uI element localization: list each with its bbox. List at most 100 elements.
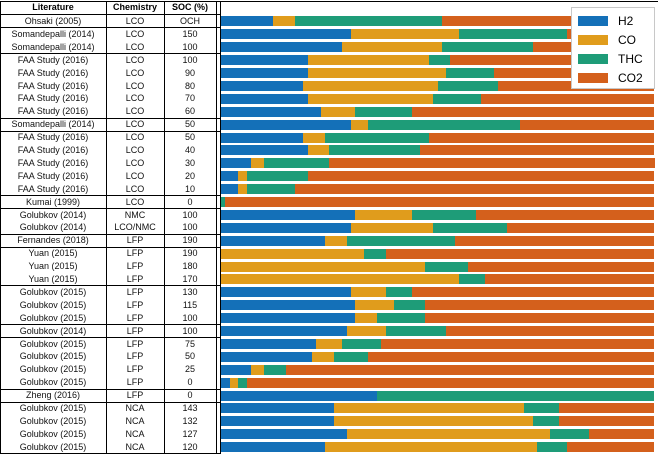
legend-swatch: [578, 35, 608, 45]
cell-literature: Golubkov (2015): [19, 286, 87, 297]
cell-literature: FAA Study (2016): [17, 132, 89, 143]
cell-soc: 120: [182, 441, 198, 452]
cell-soc: 190: [182, 235, 198, 246]
grid-line: [0, 117, 220, 119]
bar-segment-co2: [411, 287, 655, 298]
cell-soc: 127: [182, 428, 198, 439]
cell-chemistry: LCO: [125, 157, 145, 168]
cell-literature: Yuan (2015): [28, 248, 78, 259]
bar-segment-thc: [376, 390, 655, 401]
bar-segment-h2: [221, 68, 309, 79]
bar-segment-co2: [285, 364, 655, 375]
bar-segment-co2: [476, 209, 655, 220]
cell-soc: 130: [182, 286, 198, 297]
bar-segment-co: [346, 429, 551, 440]
bar-segment-co: [350, 222, 434, 233]
cell-soc: 90: [184, 67, 195, 78]
bar-segment-co2: [506, 222, 655, 233]
legend-swatch: [578, 73, 608, 83]
bar-segment-h2: [221, 416, 335, 427]
bar-segment-co: [307, 145, 330, 156]
cell-soc: 0: [187, 377, 193, 388]
cell-chemistry: NCA: [125, 441, 145, 452]
cell-literature: Golubkov (2015): [19, 299, 87, 310]
cell-literature: Golubkov (2015): [19, 312, 87, 323]
bar-segment-thc: [368, 119, 521, 130]
bar-segment-co: [251, 158, 265, 169]
cell-chemistry: LFP: [126, 286, 144, 297]
bar-segment-co2: [424, 313, 655, 324]
cell-chemistry: LFP: [126, 261, 144, 272]
cell-soc: 50: [184, 351, 195, 362]
bar-segment-h2: [221, 209, 356, 220]
cell-soc: 100: [182, 222, 198, 233]
cell-soc: OCH: [180, 16, 200, 26]
grid-line: [0, 388, 220, 390]
bar-segment-thc: [446, 68, 495, 79]
bar-segment-co: [311, 351, 335, 362]
grid-line: [0, 285, 220, 287]
cell-soc: 40: [184, 145, 195, 155]
cell-soc: 170: [182, 274, 198, 284]
cell-soc: 115: [182, 299, 198, 310]
bar-segment-thc: [346, 235, 456, 246]
cell-soc: 60: [184, 106, 195, 117]
bar-segment-thc: [428, 55, 451, 66]
bar-segment-thc: [294, 16, 443, 27]
bar-segment-h2: [221, 442, 326, 453]
cell-literature: Somandepalli (2014): [11, 119, 95, 130]
bar-segment-co2: [558, 416, 655, 427]
grid-line: [0, 130, 220, 132]
cell-soc: 50: [184, 132, 195, 143]
cell-soc: 20: [184, 170, 195, 181]
bar-segment-co2: [480, 93, 655, 104]
bar-segment-co2: [428, 132, 655, 143]
legend-label: THC: [618, 52, 643, 66]
bar-segment-co2: [450, 55, 655, 66]
cell-soc: 30: [184, 157, 195, 168]
bar-segment-co: [324, 442, 538, 453]
bar-segment-thc: [459, 29, 568, 40]
bar-segment-h2: [221, 158, 252, 169]
bar-segment-thc: [424, 261, 469, 272]
cell-chemistry: LFP: [126, 299, 144, 310]
cell-literature: Golubkov (2015): [19, 351, 87, 362]
cell-chemistry: LFP: [126, 325, 144, 336]
bar-segment-h2: [221, 429, 348, 440]
cell-literature: FAA Study (2016): [17, 67, 89, 78]
bar-segment-co2: [246, 377, 655, 388]
legend-label: H2: [618, 14, 634, 28]
cell-chemistry: LCO: [125, 93, 145, 104]
cell-chemistry: LCO/NMC: [114, 222, 156, 233]
bar-segment-h2: [221, 338, 317, 349]
bar-segment-thc: [238, 377, 248, 388]
bar-segment-co: [238, 171, 248, 182]
bar-segment-co2: [368, 351, 655, 362]
bar-segment-thc: [433, 93, 482, 104]
bar-segment-thc: [246, 184, 296, 195]
cell-literature: FAA Study (2016): [17, 80, 89, 91]
bar-segment-co2: [454, 235, 655, 246]
bar-segment-h2: [221, 300, 356, 311]
bar-segment-h2: [221, 235, 326, 246]
bar-segment-h2: [221, 171, 239, 182]
cell-chemistry: NMC: [124, 209, 146, 220]
bar-segment-co: [355, 300, 395, 311]
cell-chemistry: LCO: [125, 170, 145, 181]
cell-literature: Yuan (2015): [28, 274, 78, 284]
grid-line: [0, 53, 220, 55]
bar-segment-h2: [221, 326, 348, 337]
cell-soc: 100: [182, 325, 198, 336]
cell-soc: 132: [182, 415, 198, 426]
cell-soc: 100: [182, 209, 198, 220]
bar-segment-thc: [385, 287, 412, 298]
bar-segment-thc: [333, 351, 369, 362]
bar-segment-thc: [329, 145, 421, 156]
bar-segment-thc: [550, 429, 590, 440]
cell-literature: FAA Study (2016): [17, 157, 89, 168]
bar-segment-co: [272, 16, 296, 27]
bar-segment-co2: [385, 248, 655, 259]
bar-segment-co: [238, 184, 248, 195]
cell-chemistry: LCO: [125, 196, 145, 207]
bar-segment-thc: [537, 442, 568, 453]
